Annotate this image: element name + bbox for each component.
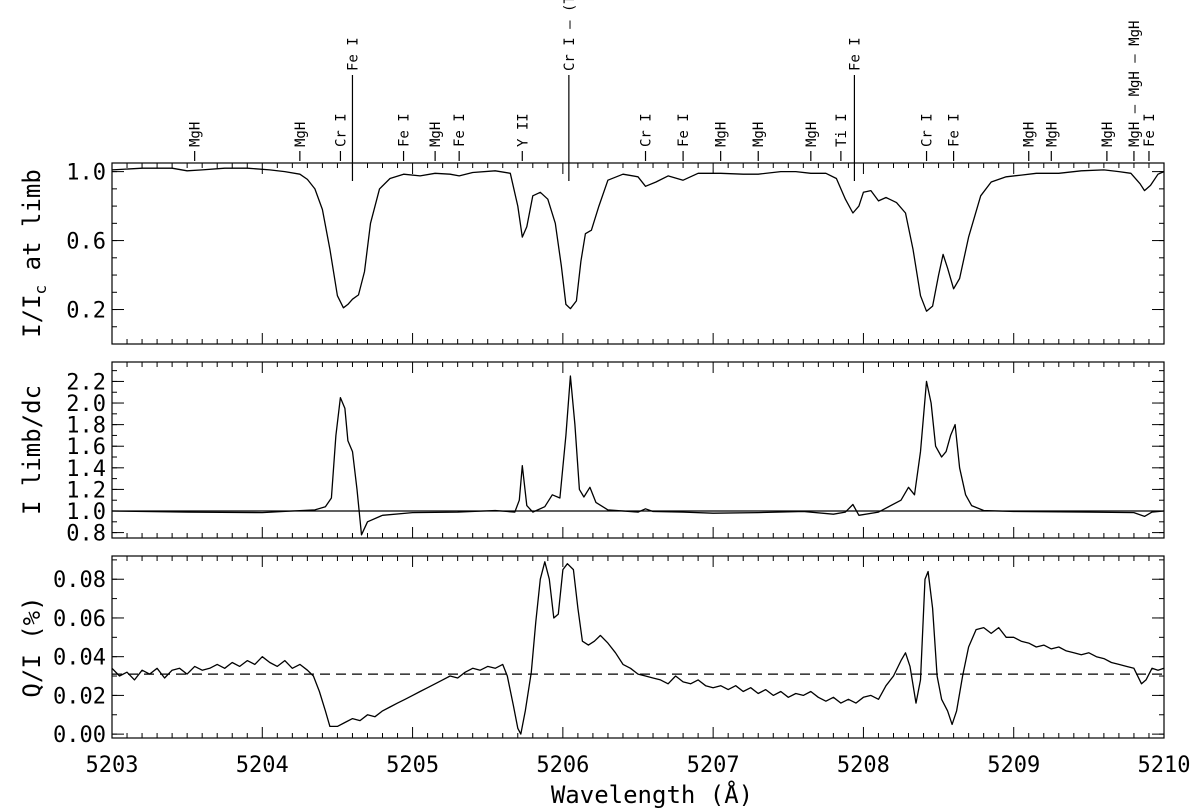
y-tick-label: 0.04 <box>53 646 106 671</box>
line-id-label: MgH – MgH – MgH <box>1127 21 1143 147</box>
x-tick-label: 5208 <box>837 753 890 778</box>
y-axis-title: I limb/dc <box>18 385 46 515</box>
y-tick-label: 1.4 <box>66 457 106 482</box>
line-id-label: MgH <box>1100 122 1116 147</box>
y-tick-label: 0.06 <box>53 607 106 632</box>
y-tick-label: 1.6 <box>66 435 106 460</box>
plot-frame <box>111 555 1165 739</box>
y-tick-label: 2.0 <box>66 392 106 417</box>
polarization-panel: 0.00 0.02 0.04 0.06 0.08 Q/I (%) <box>18 555 1165 748</box>
line-id-label: MgH <box>188 122 204 147</box>
line-id-label: Fe I <box>452 113 468 147</box>
line-id-label: MgH <box>428 122 444 147</box>
line-id-label: Fe I <box>847 37 863 71</box>
y-tick-label: 1.8 <box>66 414 106 439</box>
line-id-label: MgH <box>804 122 820 147</box>
y-tick-label: 0.08 <box>53 568 106 593</box>
line-id-label: Fe I <box>1142 113 1158 147</box>
y-tick-label: 1.2 <box>66 478 106 503</box>
line-id-label: MgH <box>714 122 730 147</box>
line-id-label: Ti I <box>834 113 850 147</box>
x-tick-label: 5204 <box>236 753 289 778</box>
line-id-label: Fe I <box>947 113 963 147</box>
line-id-label: MgH <box>751 122 767 147</box>
x-tick-label: 5209 <box>987 753 1040 778</box>
x-tick-label: 5207 <box>687 753 740 778</box>
series-line <box>111 167 1165 312</box>
line-id-label: Cr I <box>639 113 655 147</box>
y-tick-label: 0.00 <box>53 723 106 748</box>
y-tick-label: 1.0 <box>66 500 106 525</box>
line-id-label: Fe I <box>397 113 413 147</box>
x-axis-title: Wavelength (Å) <box>551 780 753 809</box>
y-tick-label: 0.8 <box>66 522 106 547</box>
y-tick-label: 0.2 <box>66 299 106 324</box>
line-identifications: MgH MgH Cr I Fe I Fe I MgH Fe I Y II Cr I – (Ti … <box>188 0 1158 181</box>
limb-ratio-panel: 0.81.01.21.41.61.82.02.2 I limb/dc <box>18 361 1165 547</box>
y-axis-title: I/Ic at limb <box>18 169 50 338</box>
line-id-label: MgH <box>293 122 309 147</box>
line-id-label: MgH <box>1044 122 1060 147</box>
line-id-label: Cr I <box>920 113 936 147</box>
x-tick-label: 5203 <box>86 753 139 778</box>
y-tick-label: 2.2 <box>66 370 106 395</box>
y-tick-label: 0.02 <box>53 684 106 709</box>
y-axis-title: Q/I (%) <box>18 596 46 697</box>
y-tick-label: 0.6 <box>66 230 106 255</box>
line-id-label: Fe I <box>345 37 361 71</box>
intensity-panel: 0.2 0.6 1.0 I/Ic at limb <box>18 161 1165 345</box>
series-line <box>111 375 1165 536</box>
line-id-label: Fe I <box>676 113 692 147</box>
plot-frame <box>111 162 1165 345</box>
line-id-label: Cr I – (Ti I) <box>562 0 578 71</box>
x-tick-label: 5206 <box>536 753 589 778</box>
line-id-label: Y II <box>515 113 531 147</box>
x-tick-label: 5205 <box>386 753 439 778</box>
line-id-label: MgH <box>1022 122 1038 147</box>
x-tick-labels: 5203 5204 5205 5206 5207 5208 5209 5210 <box>86 753 1191 778</box>
series-line <box>111 561 1165 735</box>
line-id-label: Cr I <box>333 113 349 147</box>
x-tick-label: 5210 <box>1138 753 1191 778</box>
y-tick-label: 1.0 <box>66 161 106 186</box>
